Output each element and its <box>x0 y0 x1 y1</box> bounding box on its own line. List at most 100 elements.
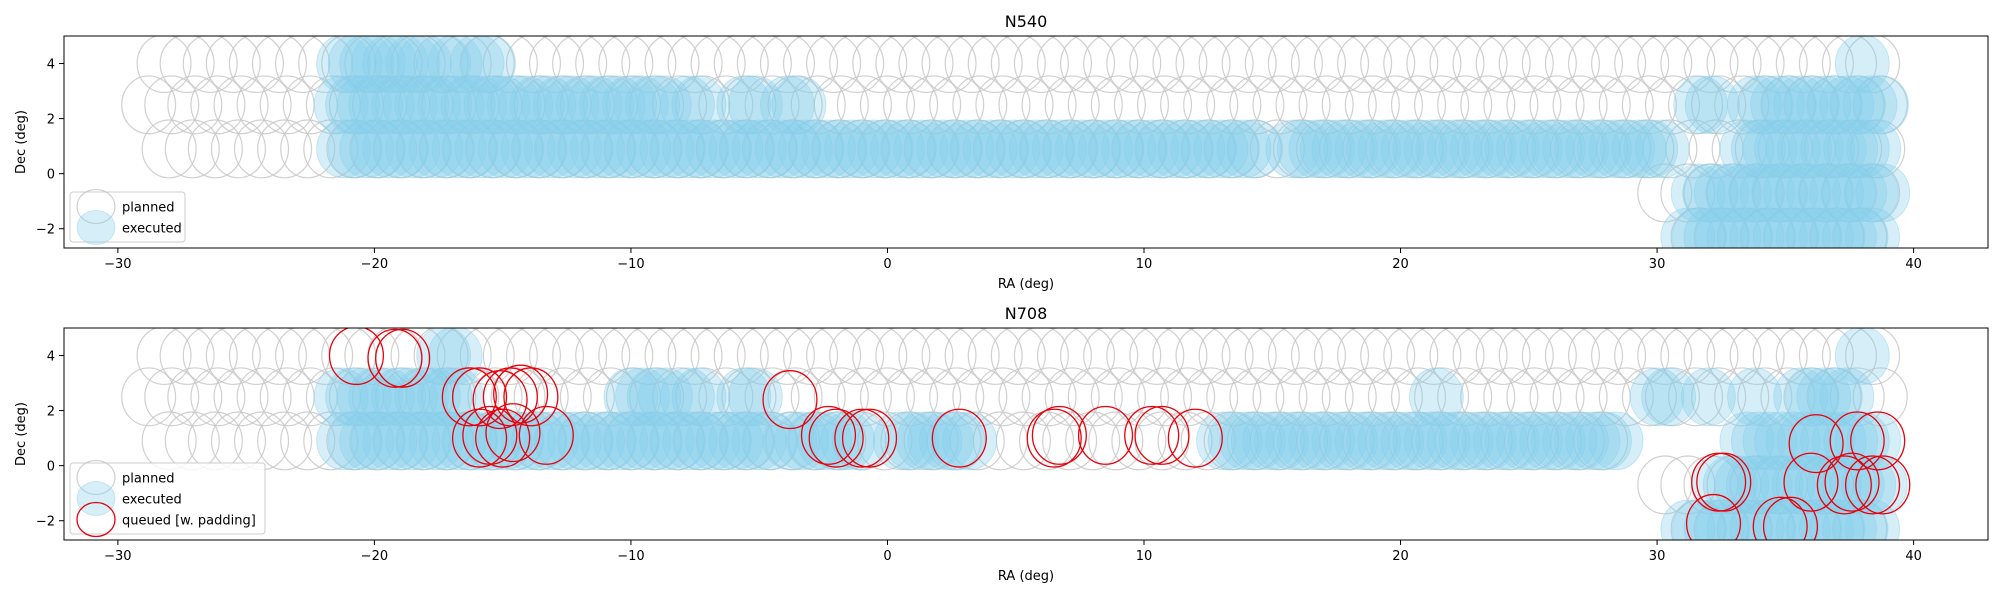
marker-fill-blue <box>350 411 406 471</box>
marker-ring-gray <box>1206 75 1262 135</box>
marker-fill-blue <box>1242 411 1298 471</box>
marker-ring-gray <box>1244 328 1300 386</box>
y-tick-label: −2 <box>36 515 55 530</box>
marker-ring-gray <box>482 36 538 94</box>
marker-fill-blue <box>350 119 406 179</box>
marker-ring-gray <box>1175 328 1231 386</box>
marker-fill-blue <box>627 411 683 471</box>
marker-ring-gray <box>344 328 400 386</box>
marker-fill-blue <box>1288 411 1344 471</box>
x-tick-label: −30 <box>104 549 131 564</box>
marker-fill-blue <box>1716 163 1772 223</box>
y-tick-label: 2 <box>47 113 55 128</box>
marker-fill-blue <box>1530 411 1586 471</box>
marker-ring-gray <box>713 328 769 386</box>
marker-fill-blue <box>1438 119 1494 179</box>
marker-ring-gray <box>813 367 869 427</box>
marker-ring-gray <box>1644 75 1700 135</box>
marker-fill-blue <box>662 411 718 471</box>
marker-fill-blue <box>509 75 565 135</box>
marker-fill-blue <box>382 367 438 427</box>
marker-ring-red <box>1167 408 1223 468</box>
marker-ring-gray <box>644 328 700 386</box>
marker-fill-blue <box>1660 499 1716 540</box>
marker-ring-gray <box>390 36 446 94</box>
marker-fill-blue <box>581 119 637 179</box>
plot-area <box>121 328 1911 540</box>
marker-fill-blue <box>406 367 461 427</box>
marker-fill-blue <box>1764 207 1820 248</box>
marker-fill-blue <box>697 119 752 179</box>
y-tick-label: −2 <box>36 223 55 238</box>
marker-ring-gray <box>1429 328 1485 386</box>
marker-ring-red <box>1824 452 1880 512</box>
marker-ring-gray <box>1614 328 1670 386</box>
marker-fill-blue <box>1742 411 1798 471</box>
marker-fill-blue <box>362 411 418 471</box>
marker-ring-gray <box>190 367 246 427</box>
marker-fill-blue <box>1147 119 1203 179</box>
marker-ring-gray <box>1737 367 1793 427</box>
marker-fill-blue <box>1832 163 1888 223</box>
marker-ring-gray <box>280 119 336 179</box>
marker-fill-blue <box>1484 411 1540 471</box>
marker-fill-blue <box>1819 75 1875 135</box>
marker-fill-blue <box>1135 119 1191 179</box>
marker-ring-gray <box>1267 328 1323 386</box>
marker-ring-gray <box>1529 367 1585 427</box>
marker-ring-gray <box>559 367 615 427</box>
marker-fill-blue <box>475 75 531 135</box>
marker-ring-gray <box>505 328 561 386</box>
marker-ring-gray <box>906 75 962 135</box>
marker-fill-blue <box>1833 207 1889 248</box>
marker-fill-blue <box>1672 207 1727 248</box>
marker-fill-blue <box>1706 499 1762 540</box>
marker-fill-blue <box>716 367 772 427</box>
marker-fill-blue <box>1634 119 1690 179</box>
marker-ring-gray <box>275 36 331 94</box>
marker-fill-blue <box>327 119 383 179</box>
marker-ring-gray <box>141 119 197 179</box>
marker-ring-gray <box>1598 367 1654 427</box>
marker-ring-gray <box>1206 367 1262 427</box>
marker-ring-gray <box>1460 367 1516 427</box>
marker-ring-gray <box>782 328 839 386</box>
marker-ring-gray <box>690 36 746 94</box>
marker-fill-blue <box>313 367 369 427</box>
marker-ring-gray <box>898 36 954 94</box>
marker-ring-gray <box>1229 367 1285 427</box>
x-axis-label: RA (deg) <box>998 277 1054 292</box>
marker-fill-blue <box>1774 163 1830 223</box>
marker-fill-blue <box>1253 411 1309 471</box>
marker-fill-blue <box>1822 207 1877 248</box>
marker-fill-blue <box>1089 119 1145 179</box>
marker-fill-blue <box>1846 119 1902 179</box>
legend-label: queued [w. padding] <box>122 514 256 529</box>
marker-fill-blue <box>1819 367 1875 427</box>
marker-ring-gray <box>1044 367 1100 427</box>
marker-fill-blue <box>905 119 960 179</box>
marker-ring-gray <box>482 328 538 386</box>
marker-ring-gray <box>1298 75 1354 135</box>
marker-ring-red <box>800 405 857 465</box>
marker-fill-blue <box>1600 119 1655 179</box>
marker-fill-blue <box>1020 119 1076 179</box>
marker-ring-gray <box>303 411 359 471</box>
marker-fill-blue <box>374 119 429 179</box>
marker-ring-gray <box>1065 411 1121 471</box>
marker-fill-blue <box>639 411 695 471</box>
marker-ring-gray <box>1621 367 1677 427</box>
marker-ring-gray <box>1090 367 1146 427</box>
marker-ring-gray <box>944 36 1000 94</box>
marker-fill-blue <box>359 75 415 135</box>
marker-ring-gray <box>1067 367 1123 427</box>
marker-fill-blue <box>1438 411 1494 471</box>
marker-fill-blue <box>1311 119 1367 179</box>
marker-fill-blue <box>1277 119 1332 179</box>
marker-ring-gray <box>1706 328 1762 386</box>
marker-fill-blue <box>533 75 588 135</box>
marker-ring-gray <box>1845 36 1901 94</box>
marker-ring-gray <box>1498 36 1554 94</box>
marker-ring-gray <box>767 367 823 427</box>
